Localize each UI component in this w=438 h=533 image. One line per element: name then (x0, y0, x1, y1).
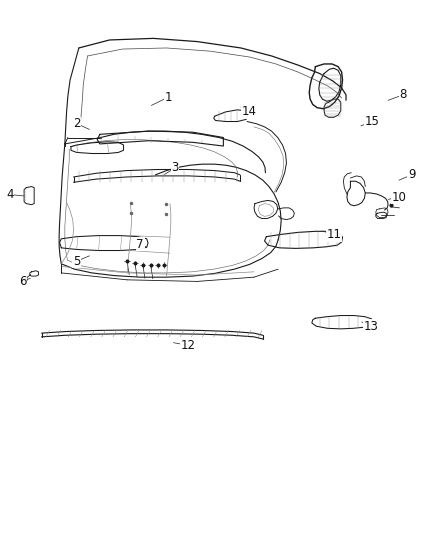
Text: 10: 10 (392, 191, 407, 204)
Text: 1: 1 (165, 91, 173, 103)
Text: 8: 8 (399, 88, 406, 101)
Text: 9: 9 (408, 168, 416, 181)
Text: 3: 3 (172, 161, 179, 174)
Text: 11: 11 (326, 228, 341, 241)
Text: 13: 13 (364, 320, 379, 333)
Text: 15: 15 (365, 115, 380, 128)
Text: 5: 5 (73, 255, 80, 268)
Text: 4: 4 (6, 188, 14, 201)
Text: 7: 7 (136, 238, 144, 251)
Text: 12: 12 (181, 339, 196, 352)
Text: 2: 2 (73, 117, 81, 130)
Text: 14: 14 (241, 106, 256, 118)
Text: 6: 6 (19, 275, 27, 288)
